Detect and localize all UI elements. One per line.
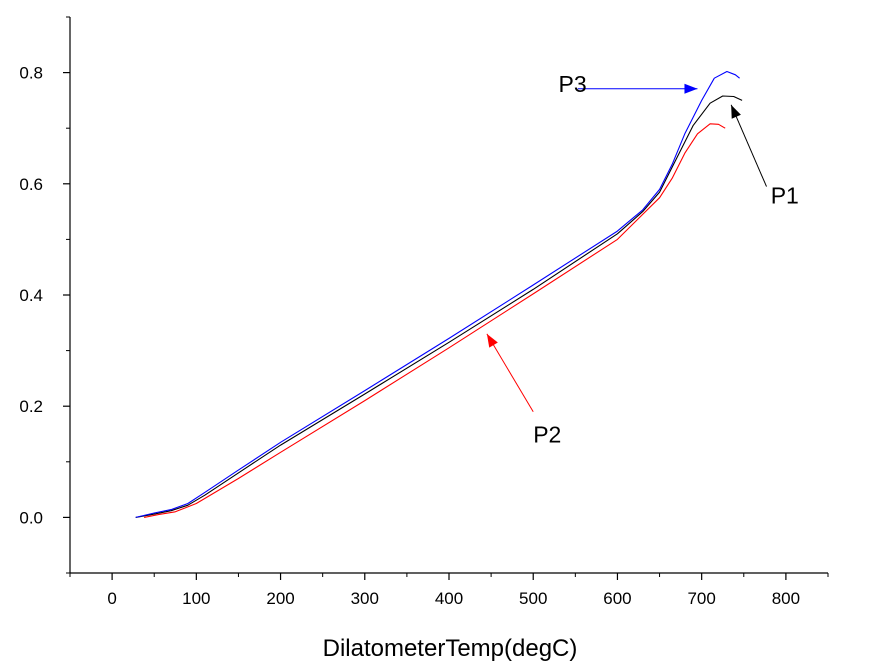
x-tick-label: 800 — [772, 589, 800, 608]
x-tick-label: 500 — [519, 589, 547, 608]
x-tick-label: 200 — [266, 589, 294, 608]
x-tick-label: 700 — [687, 589, 715, 608]
axes: 0 100 200 300 400 500 600 700 800 0.0 0.2 0.4 0.6 0.8 — [19, 16, 829, 608]
series-line-p1 — [135, 95, 743, 518]
annotation-arrowhead-p2 — [486, 333, 498, 348]
y-tick-label: 0.4 — [19, 286, 43, 305]
annotation-label-p2: P2 — [533, 421, 561, 447]
annotation-arrow-p1 — [730, 104, 767, 187]
annotation-arrow-p2 — [486, 333, 534, 413]
y-tick-label: 0.0 — [19, 508, 43, 527]
x-tick-label: 0 — [107, 589, 116, 608]
annotation-layer: P1 P2 P3 — [486, 71, 799, 447]
y-tick-label: 0.8 — [19, 64, 43, 83]
annotation-label-p1: P1 — [771, 182, 799, 208]
annotation-arrowhead-p1 — [731, 104, 741, 119]
annotation-label-p3: P3 — [558, 71, 586, 97]
x-tick-label: 600 — [603, 589, 631, 608]
series-line-p3 — [135, 70, 740, 518]
x-tick-label: 400 — [435, 589, 463, 608]
y-tick-label: 0.6 — [19, 175, 43, 194]
x-tick-label: 300 — [351, 589, 379, 608]
series-layer — [135, 70, 743, 518]
y-tick-label: 0.2 — [19, 397, 43, 416]
x-tick-label: 100 — [182, 589, 210, 608]
annotation-arrowhead-p3 — [684, 83, 698, 94]
series-line-p2 — [143, 123, 726, 518]
x-axis-title: DilatometerTemp(degC) — [323, 635, 578, 662]
